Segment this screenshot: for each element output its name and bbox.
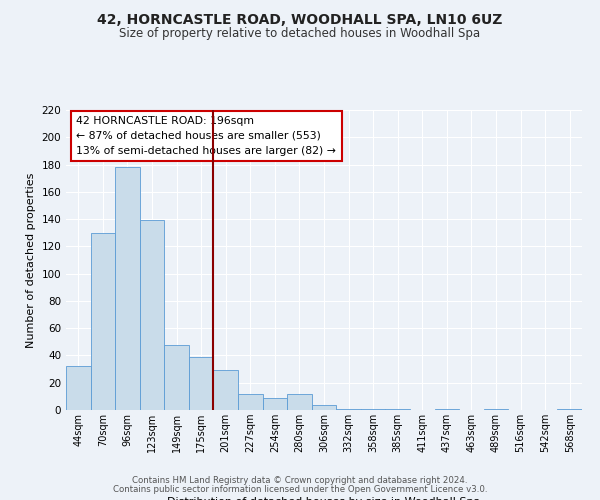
Bar	[434, 408, 459, 410]
Bar	[238, 394, 263, 410]
Text: Contains HM Land Registry data © Crown copyright and database right 2024.: Contains HM Land Registry data © Crown c…	[132, 476, 468, 485]
X-axis label: Distribution of detached houses by size in Woodhall Spa: Distribution of detached houses by size …	[167, 496, 481, 500]
Bar	[385, 408, 410, 410]
Bar	[312, 404, 336, 410]
Bar	[263, 398, 287, 410]
Bar	[557, 408, 582, 410]
Bar	[189, 357, 214, 410]
Text: Contains public sector information licensed under the Open Government Licence v3: Contains public sector information licen…	[113, 485, 487, 494]
Bar	[336, 408, 361, 410]
Bar	[115, 168, 140, 410]
Bar	[287, 394, 312, 410]
Y-axis label: Number of detached properties: Number of detached properties	[26, 172, 36, 348]
Bar	[214, 370, 238, 410]
Bar	[361, 408, 385, 410]
Text: Size of property relative to detached houses in Woodhall Spa: Size of property relative to detached ho…	[119, 28, 481, 40]
Bar	[164, 344, 189, 410]
Bar	[140, 220, 164, 410]
Text: 42, HORNCASTLE ROAD, WOODHALL SPA, LN10 6UZ: 42, HORNCASTLE ROAD, WOODHALL SPA, LN10 …	[97, 12, 503, 26]
Bar	[66, 366, 91, 410]
Text: 42 HORNCASTLE ROAD: 196sqm
← 87% of detached houses are smaller (553)
13% of sem: 42 HORNCASTLE ROAD: 196sqm ← 87% of deta…	[76, 116, 336, 156]
Bar	[91, 232, 115, 410]
Bar	[484, 408, 508, 410]
